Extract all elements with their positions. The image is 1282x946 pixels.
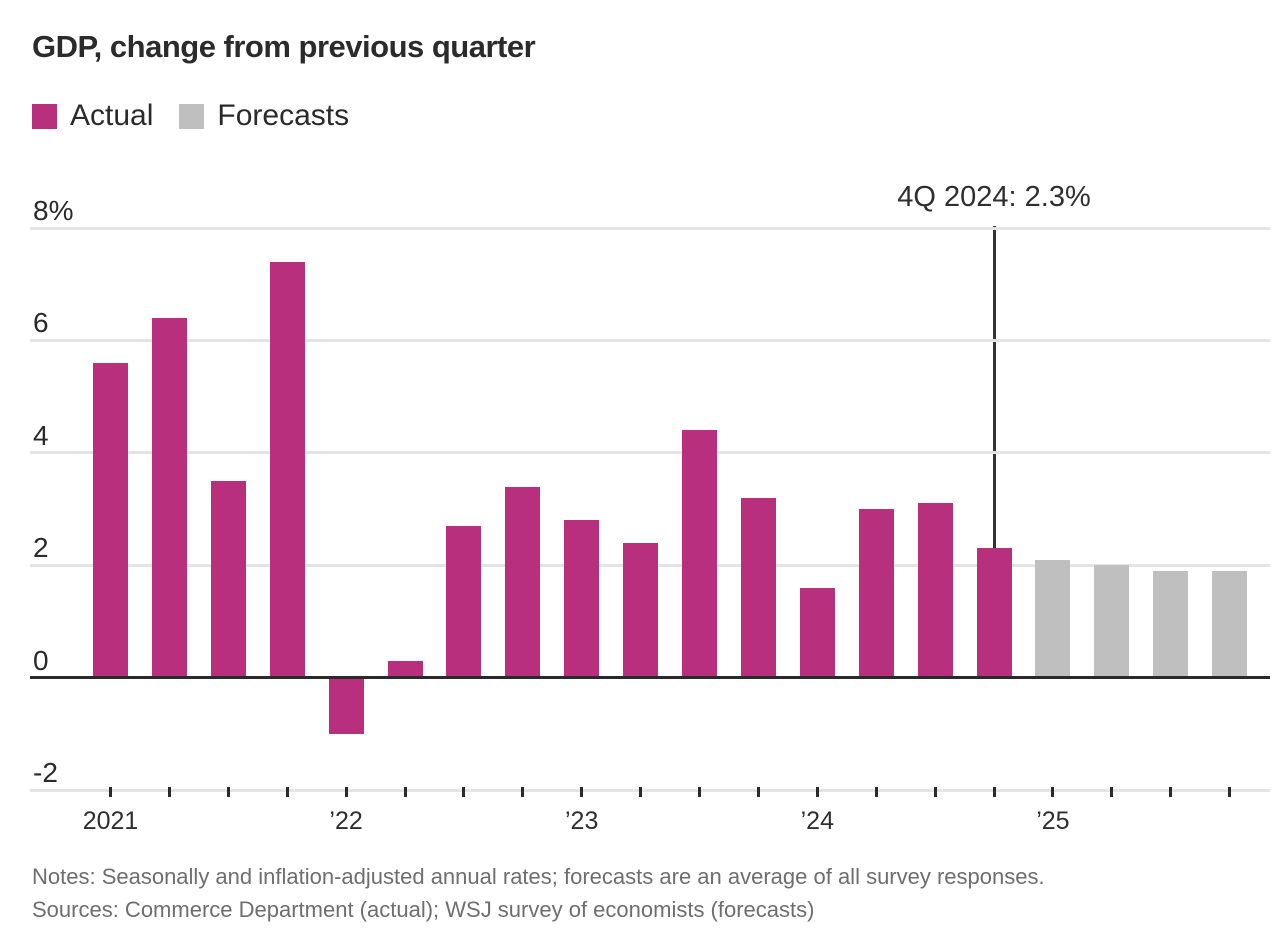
y-axis-label-0: 0: [33, 644, 49, 676]
x-axis-tick-1q-2021: [109, 786, 112, 797]
bar-forecasts-4q-2025: [1212, 570, 1248, 678]
x-axis-label-0: 2021: [82, 807, 139, 835]
x-axis-tick-1q-2023: [580, 786, 584, 797]
x-axis-tick-2q-2022: [403, 786, 407, 797]
y-axis-label-4: 4: [33, 419, 49, 451]
bar-actual-4q-2022: [505, 486, 541, 678]
x-axis-tick-1q-2022: [344, 786, 348, 797]
bar-actual-3q-2024: [917, 503, 953, 678]
x-axis-label-12: ’24: [800, 807, 834, 835]
x-axis-tick-4q-2025: [1228, 786, 1232, 797]
x-axis-tick-1q-2024: [815, 786, 819, 797]
gridline-4: [30, 451, 1270, 455]
actual-swatch-icon: [32, 103, 57, 129]
annotation-label: 4Q 2024: 2.3%: [897, 181, 1091, 213]
x-axis-tick-2q-2025: [1110, 786, 1114, 797]
bar-actual-1q-2023: [564, 520, 600, 678]
x-axis-label-4: ’22: [329, 807, 363, 835]
gridline--2: [30, 788, 1270, 792]
gridline-8: [30, 226, 1270, 230]
bar-actual-4q-2024: [976, 548, 1012, 678]
bar-actual-3q-2023: [682, 430, 717, 678]
bar-forecasts-2q-2025: [1094, 565, 1130, 678]
plot-area: 4Q 2024: 2.3% 8% 6 4 2 0 -2 2021 ’22 ’23 ’24 ’25: [30, 181, 1270, 835]
y-axis-label-6: 6: [33, 307, 49, 339]
x-axis-tick-2q-2024: [874, 786, 878, 797]
x-axis-tick-4q-2023: [756, 786, 760, 797]
x-axis-tick-3q-2024: [933, 786, 937, 797]
x-axis-tick-3q-2022: [462, 786, 466, 797]
gridline-6: [30, 338, 1270, 342]
bar-actual-2q-2024: [858, 509, 894, 678]
legend-item-forecasts: Forecasts: [179, 101, 349, 131]
x-axis-tick-2q-2021: [167, 786, 171, 797]
zero-axis-line: [30, 675, 1270, 680]
x-axis-tick-4q-2022: [521, 786, 525, 797]
bar-actual-2q-2022: [387, 660, 423, 678]
bar-actual-3q-2022: [446, 525, 482, 678]
y-axis-label--2: -2: [33, 757, 58, 788]
x-axis-tick-1q-2025: [1051, 786, 1055, 797]
bar-forecasts-3q-2025: [1153, 570, 1189, 678]
x-axis-label-8: ’23: [565, 807, 599, 835]
chart-notes: Notes: Seasonally and inflation-adjusted…: [32, 864, 1045, 889]
y-axis-label-8: 8%: [33, 195, 74, 226]
x-axis-tick-4q-2024: [992, 786, 996, 797]
bar-forecasts-1q-2025: [1035, 559, 1071, 678]
x-axis-tick-2q-2023: [639, 786, 643, 797]
legend: Actual Forecasts: [32, 101, 375, 131]
x-axis-tick-3q-2023: [698, 786, 701, 797]
bar-actual-1q-2024: [799, 587, 835, 678]
bar-actual-4q-2023: [740, 497, 776, 678]
legend-label-forecasts: Forecasts: [217, 99, 350, 132]
annotation-line: [992, 226, 996, 549]
chart-sources: Sources: Commerce Department (actual); W…: [32, 897, 815, 922]
y-axis-label-2: 2: [33, 532, 49, 564]
bar-actual-1q-2022: [328, 677, 364, 734]
legend-item-actual: Actual: [32, 101, 153, 131]
forecast-swatch-icon: [179, 103, 205, 129]
chart-footer: Notes: Seasonally and inflation-adjusted…: [32, 861, 1045, 926]
bar-actual-2q-2023: [623, 542, 659, 678]
bar-actual-2q-2021: [151, 317, 187, 678]
legend-label-actual: Actual: [70, 99, 154, 132]
x-axis-tick-4q-2021: [285, 786, 289, 797]
x-axis-tick-3q-2025: [1169, 786, 1173, 797]
bar-actual-1q-2021: [93, 362, 128, 678]
bar-actual-4q-2021: [269, 261, 305, 678]
x-axis-label-16: ’25: [1036, 807, 1070, 835]
x-axis-tick-3q-2021: [226, 786, 230, 797]
page-title: GDP, change from previous quarter: [32, 29, 536, 64]
bar-actual-3q-2021: [210, 480, 246, 678]
